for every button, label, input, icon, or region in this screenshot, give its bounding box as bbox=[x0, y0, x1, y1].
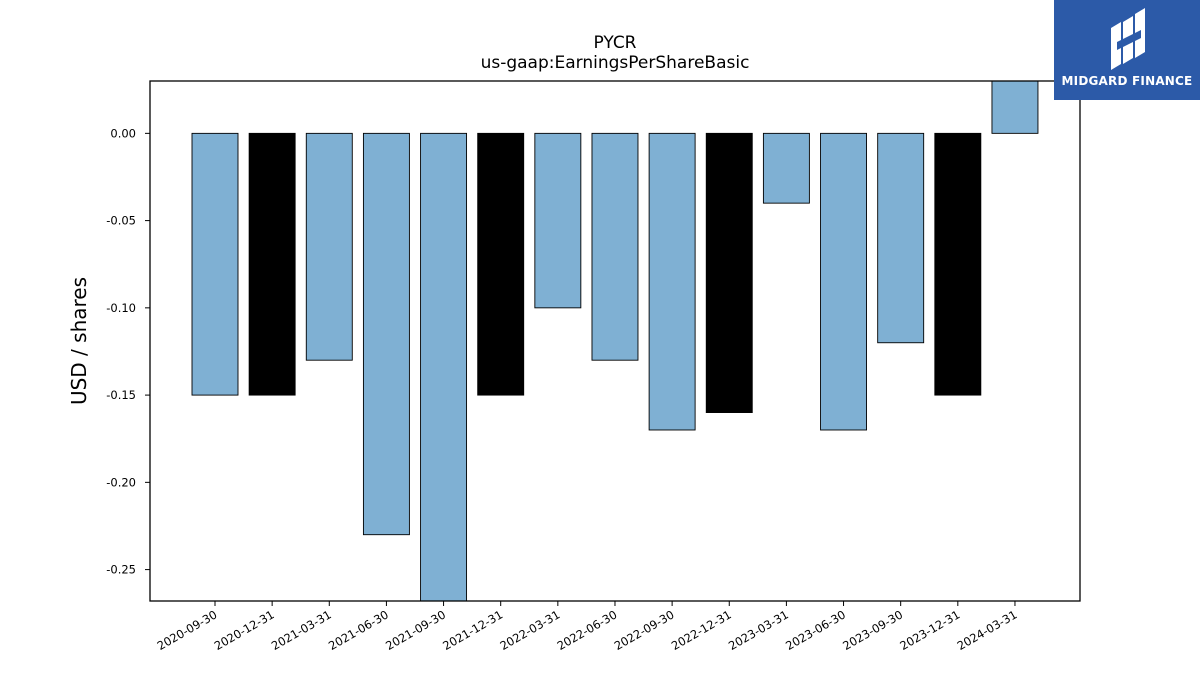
midgard-logo-icon bbox=[1111, 8, 1145, 70]
bar-2023-09-30 bbox=[877, 132, 925, 344]
x-tick-label: 2024-03-31 bbox=[955, 607, 1020, 653]
y-axis-label: USD / shares bbox=[67, 277, 91, 405]
bar-2023-12-31 bbox=[934, 132, 982, 396]
x-tick-label: 2022-09-30 bbox=[612, 607, 677, 653]
bar-2023-06-30 bbox=[820, 132, 867, 431]
x-tick-label: 2022-12-31 bbox=[669, 607, 734, 653]
x-tick-label: 2023-03-31 bbox=[726, 607, 791, 653]
chart-subtitle: us-gaap:EarningsPerShareBasic bbox=[481, 53, 750, 73]
bar-2023-03-31 bbox=[762, 132, 810, 204]
x-tick-label: 2021-12-31 bbox=[440, 607, 505, 653]
bar-2020-09-30 bbox=[191, 132, 239, 396]
y-tick-label: 0.00 bbox=[110, 126, 136, 140]
y-tick-label: -0.15 bbox=[106, 388, 136, 402]
x-tick-label: 2022-03-31 bbox=[497, 607, 562, 653]
bar-2020-12-31 bbox=[248, 132, 296, 396]
bar-2022-06-30 bbox=[591, 132, 639, 361]
bar-2021-12-31 bbox=[477, 132, 525, 396]
x-tick-label: 2022-06-30 bbox=[555, 607, 620, 653]
x-tick-label: 2021-03-31 bbox=[269, 607, 334, 653]
x-tick-label: 2023-12-31 bbox=[897, 607, 962, 653]
y-tick-label: -0.10 bbox=[106, 301, 136, 315]
bar-2021-03-31 bbox=[305, 132, 353, 361]
y-tick-label: -0.20 bbox=[106, 475, 136, 489]
bar-2024-03-31 bbox=[991, 81, 1039, 134]
y-tick-label: -0.25 bbox=[106, 563, 136, 577]
bar-2021-09-30 bbox=[420, 132, 468, 601]
x-tick-label: 2021-06-30 bbox=[326, 607, 391, 653]
plot-frame bbox=[149, 80, 1081, 602]
x-tick-label: 2023-09-30 bbox=[840, 607, 905, 653]
bar-2022-03-31 bbox=[534, 132, 582, 309]
x-tick-label: 2020-09-30 bbox=[155, 607, 220, 653]
y-tick-label: -0.05 bbox=[106, 214, 136, 228]
chart-title: PYCR bbox=[593, 33, 636, 53]
brand-logo: MIDGARD FINANCE bbox=[1054, 0, 1200, 100]
x-tick-label: 2020-12-31 bbox=[212, 607, 277, 653]
bar-2022-12-31 bbox=[705, 132, 753, 413]
x-tick-label: 2023-06-30 bbox=[783, 607, 848, 653]
bar-2022-09-30 bbox=[648, 132, 696, 431]
bar-2021-06-30 bbox=[362, 132, 410, 536]
x-tick-label: 2021-09-30 bbox=[383, 607, 448, 653]
brand-name: MIDGARD FINANCE bbox=[1061, 74, 1193, 88]
